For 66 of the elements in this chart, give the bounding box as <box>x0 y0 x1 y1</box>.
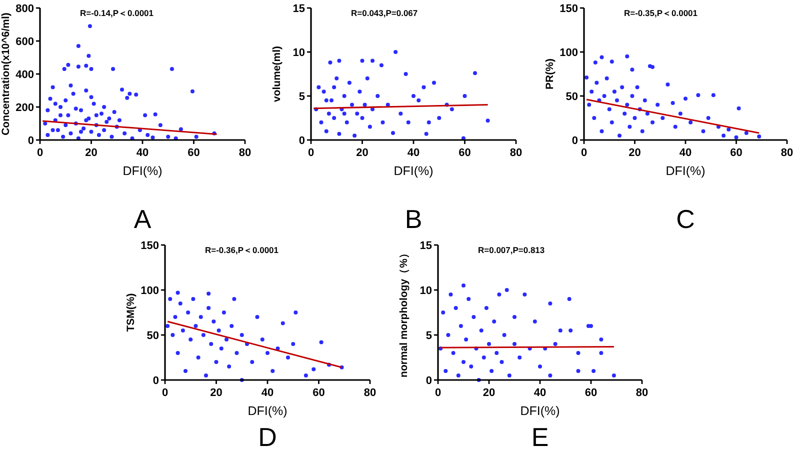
y-tick-label: 10 <box>292 47 305 59</box>
x-tick-label: 0 <box>36 147 44 159</box>
x-tick-label: 80 <box>510 147 522 159</box>
x-tick-label: 40 <box>407 147 420 159</box>
text: D <box>258 422 277 450</box>
x-tick-label: 80 <box>780 147 794 159</box>
annotation: R=-0.36,P＜0.0001 <box>205 245 279 255</box>
x-tick-label: 60 <box>584 387 598 399</box>
y-axis-title: TSM(%) <box>125 293 137 332</box>
x-tick-label: 60 <box>312 387 325 399</box>
y-tick-label: 400 <box>16 69 34 81</box>
x-tick-label: 60 <box>730 147 742 159</box>
x-tick-label: 40 <box>534 387 546 399</box>
x-tick-label: 80 <box>364 387 376 399</box>
y-tick-label: 5 <box>298 91 305 103</box>
annotation: R=-0.14,P＜0.0001 <box>80 8 154 18</box>
y-tick-label: 10 <box>420 285 432 297</box>
x-tick-label: 40 <box>261 387 274 399</box>
x-tick-label: 20 <box>210 387 222 399</box>
x-tick-label: 0 <box>308 147 314 159</box>
x-tick-label: 60 <box>188 147 200 159</box>
y-tick-label: 50 <box>566 91 578 103</box>
y-tick-label: 0 <box>152 375 159 387</box>
x-axis-title: DFI(%) <box>394 164 434 178</box>
x-tick-label: 40 <box>679 147 692 159</box>
x-tick-label: 0 <box>434 387 442 399</box>
y-axis-title: PR(%) <box>544 58 556 90</box>
x-tick-label: 20 <box>482 387 496 399</box>
x-tick-label: 0 <box>580 147 588 159</box>
x-tick-label: 20 <box>628 147 641 159</box>
annotation: R=-0.35,P＜0.0001 <box>624 8 698 18</box>
y-tick-label: 0 <box>572 135 578 147</box>
x-tick-label: 80 <box>238 147 252 159</box>
x-axis-title: DFI(%) <box>248 404 288 418</box>
annotation: R=0.007,P=0.813 <box>478 245 545 255</box>
text: A <box>134 204 152 234</box>
x-axis-title: DFI(%) <box>520 404 560 418</box>
y-tick-label: 800 <box>16 3 34 15</box>
y-tick-label: 15 <box>292 3 305 15</box>
y-tick-label: 150 <box>140 240 159 252</box>
y-tick-label: 100 <box>140 285 159 297</box>
y-tick-label: 100 <box>560 47 578 59</box>
y-tick-label: 0 <box>426 375 432 387</box>
y-tick-label: 200 <box>16 102 34 114</box>
x-tick-label: 20 <box>85 147 98 159</box>
y-tick-label: 15 <box>420 240 432 252</box>
x-tick-label: 40 <box>136 147 149 159</box>
x-tick-label: 0 <box>162 387 168 399</box>
y-tick-label: 600 <box>16 36 34 48</box>
y-tick-label: 0 <box>28 135 34 147</box>
y-axis-title: normal morphology（%） <box>398 248 410 378</box>
y-tick-label: 5 <box>426 330 432 342</box>
y-tick-label: 150 <box>560 3 578 15</box>
x-tick-label: 80 <box>636 387 648 399</box>
text: C <box>676 204 695 234</box>
x-tick-label: 20 <box>356 147 368 159</box>
y-tick-label: 0 <box>298 135 305 147</box>
y-tick-label: 50 <box>146 330 159 342</box>
x-axis-title: DFI(%) <box>122 164 162 178</box>
annotation: R=0.043,P=0.067 <box>351 8 418 18</box>
x-tick-label: 60 <box>458 147 471 159</box>
text: B <box>404 204 422 234</box>
y-axis-title: Concentration(x10^6/ml) <box>0 12 12 136</box>
x-axis-title: DFI(%) <box>666 164 706 178</box>
y-axis-title: volume(ml) <box>271 46 283 102</box>
text: E <box>531 422 549 450</box>
